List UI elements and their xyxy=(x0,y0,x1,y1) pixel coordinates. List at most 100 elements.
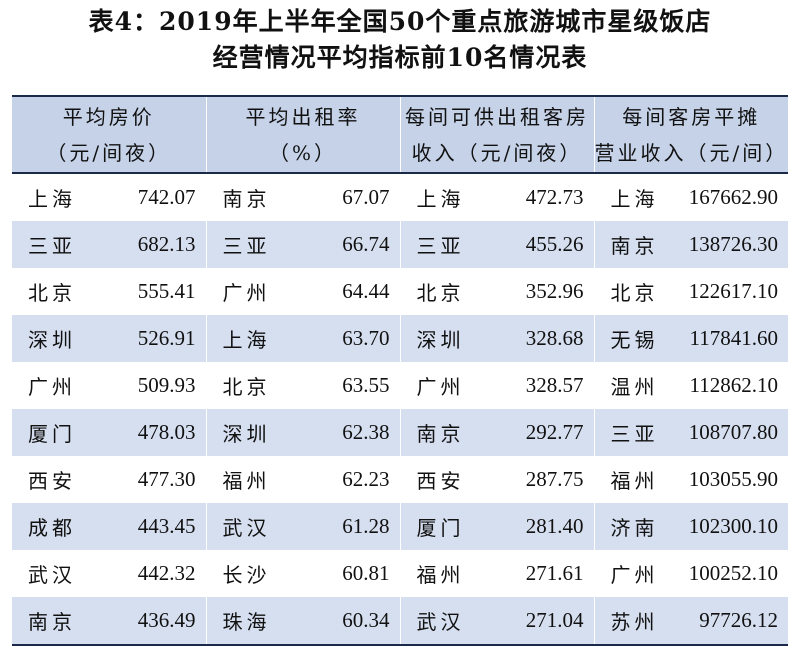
city-name: 温州 xyxy=(610,375,659,399)
header-average-room-price: 平均房价 （元/间夜） xyxy=(12,96,206,173)
table-cell: 北京 555.41 xyxy=(12,268,206,315)
city-name: 成都 xyxy=(28,516,76,540)
city-name: 厦门 xyxy=(28,422,76,446)
indicator-value: 352.96 xyxy=(525,279,584,303)
indicator-value: 271.61 xyxy=(525,561,584,585)
city-name: 武汉 xyxy=(222,516,271,540)
indicator-value: 328.68 xyxy=(525,326,584,350)
header-text: 平均房价 xyxy=(62,104,155,129)
table-cell: 长沙 60.81 xyxy=(205,550,400,597)
table-cell: 福州 62.23 xyxy=(205,456,400,503)
indicator-value: 97726.12 xyxy=(699,608,778,632)
indicator-value: 271.04 xyxy=(525,608,584,632)
indicator-value: 60.81 xyxy=(342,561,390,585)
city-name: 西安 xyxy=(416,469,465,493)
table-cell: 上海 63.70 xyxy=(205,315,400,362)
header-unit: 收入（元/间夜） xyxy=(411,140,583,165)
city-name: 苏州 xyxy=(610,610,659,634)
city-name: 深圳 xyxy=(416,328,465,352)
header-unit: （元/间夜） xyxy=(46,140,172,165)
table-cell: 福州 103055.90 xyxy=(593,456,788,503)
table-cell: 武汉 61.28 xyxy=(205,503,400,550)
table-cell: 广州 328.57 xyxy=(399,362,594,409)
table-cell: 北京 63.55 xyxy=(205,362,400,409)
city-name: 南京 xyxy=(28,610,76,634)
indicator-value: 455.26 xyxy=(525,232,584,256)
table-row: 西安 477.30 福州 62.23 西安 287.75 福州 103055.90 xyxy=(12,456,788,503)
indicator-value: 138726.30 xyxy=(688,232,778,256)
indicator-value: 64.44 xyxy=(342,279,390,303)
city-name: 南京 xyxy=(416,422,465,446)
city-name: 武汉 xyxy=(416,610,465,634)
indicator-value: 682.13 xyxy=(137,232,196,256)
indicator-value: 103055.90 xyxy=(688,467,778,491)
city-name: 西安 xyxy=(28,469,76,493)
city-name: 北京 xyxy=(28,281,76,305)
table-cell: 厦门 478.03 xyxy=(12,409,206,456)
city-name: 三亚 xyxy=(28,234,76,258)
city-name: 厦门 xyxy=(416,516,465,540)
table-cell: 上海 742.07 xyxy=(12,173,206,221)
city-name: 武汉 xyxy=(28,563,76,587)
table-cell: 西安 477.30 xyxy=(12,456,206,503)
city-name: 广州 xyxy=(222,281,271,305)
table-cell: 西安 287.75 xyxy=(399,456,594,503)
city-name: 珠海 xyxy=(222,610,271,634)
table-row: 武汉 442.32 长沙 60.81 福州 271.61 广州 100252.10 xyxy=(12,550,788,597)
indicator-value: 61.28 xyxy=(342,514,390,538)
city-name: 广州 xyxy=(610,563,659,587)
indicator-value: 526.91 xyxy=(137,326,196,350)
city-name: 长沙 xyxy=(222,563,271,587)
city-name: 三亚 xyxy=(416,234,465,258)
table-cell: 三亚 455.26 xyxy=(399,221,594,268)
indicator-value: 62.23 xyxy=(342,467,390,491)
city-name: 上海 xyxy=(222,328,271,352)
indicator-value: 66.74 xyxy=(342,232,390,256)
table-cell: 武汉 271.04 xyxy=(399,597,594,645)
indicator-value: 117841.60 xyxy=(689,326,778,350)
indicator-value: 509.93 xyxy=(137,373,196,397)
indicator-value: 108707.80 xyxy=(688,420,778,444)
table-cell: 南京 292.77 xyxy=(399,409,594,456)
header-text: 平均出租率 xyxy=(245,104,361,129)
table-cell: 三亚 682.13 xyxy=(12,221,206,268)
table-row: 上海 742.07 南京 67.07 上海 472.73 上海 167662.90 xyxy=(12,173,788,221)
table-cell: 无锡 117841.60 xyxy=(593,315,788,362)
city-name: 福州 xyxy=(416,563,465,587)
indicator-value: 67.07 xyxy=(342,185,390,209)
table-cell: 三亚 108707.80 xyxy=(593,409,788,456)
city-name: 福州 xyxy=(610,469,659,493)
city-name: 上海 xyxy=(610,187,659,211)
header-revenue-per-room: 每间客房平摊 营业收入（元/间） xyxy=(593,96,789,173)
indicator-value: 478.03 xyxy=(137,420,196,444)
table-cell: 深圳 526.91 xyxy=(12,315,206,362)
city-name: 南京 xyxy=(610,234,659,258)
indicator-value: 60.34 xyxy=(342,608,390,632)
table-row: 深圳 526.91 上海 63.70 深圳 328.68 无锡 117841.60 xyxy=(12,315,788,362)
indicator-value: 167662.90 xyxy=(688,185,778,209)
table-title-line-2: 经营情况平均指标前10名情况表 xyxy=(212,43,588,72)
indicator-value: 63.70 xyxy=(342,326,390,350)
city-name: 上海 xyxy=(416,187,465,211)
table-cell: 广州 509.93 xyxy=(12,362,206,409)
indicator-value: 122617.10 xyxy=(688,279,778,303)
indicator-value: 436.49 xyxy=(137,608,196,632)
header-unit: （%） xyxy=(268,140,337,165)
table-cell: 厦门 281.40 xyxy=(399,503,594,550)
table-cell: 武汉 442.32 xyxy=(12,550,206,597)
table-cell: 广州 64.44 xyxy=(205,268,400,315)
city-name: 北京 xyxy=(416,281,465,305)
city-name: 北京 xyxy=(222,375,271,399)
header-unit: 营业收入（元/间） xyxy=(594,140,789,165)
table-cell: 三亚 66.74 xyxy=(205,221,400,268)
table-cell: 南京 436.49 xyxy=(12,597,206,645)
indicator-value: 442.32 xyxy=(137,561,196,585)
table-cell: 福州 271.61 xyxy=(399,550,594,597)
table-cell: 成都 443.45 xyxy=(12,503,206,550)
indicator-value: 112862.10 xyxy=(689,373,778,397)
table-row: 广州 509.93 北京 63.55 广州 328.57 温州 112862.10 xyxy=(12,362,788,409)
city-name: 三亚 xyxy=(610,422,659,446)
table-cell: 广州 100252.10 xyxy=(593,550,788,597)
indicator-value: 102300.10 xyxy=(688,514,778,538)
table-title-line-1: 表4：2019年上半年全国50个重点旅游城市星级饭店 xyxy=(88,7,712,36)
